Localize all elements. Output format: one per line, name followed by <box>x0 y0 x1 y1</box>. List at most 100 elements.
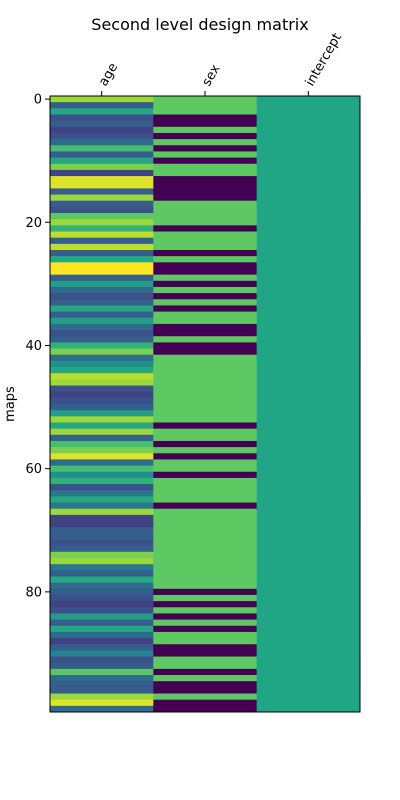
cell-intercept-62 <box>256 477 361 485</box>
cell-intercept-11 <box>256 163 361 171</box>
cell-age-99 <box>50 705 154 713</box>
cell-sex-59 <box>153 459 258 466</box>
cell-intercept-85 <box>256 619 361 627</box>
cell-age-65 <box>50 496 154 503</box>
cell-age-19 <box>50 213 154 220</box>
cell-age-24 <box>50 243 154 251</box>
cell-age-59 <box>50 459 154 466</box>
cell-age-53 <box>50 422 154 430</box>
cell-age-2 <box>50 108 154 115</box>
cell-intercept-0 <box>256 96 361 103</box>
cell-intercept-59 <box>256 459 361 466</box>
cell-intercept-48 <box>256 391 361 399</box>
cell-age-6 <box>50 132 154 140</box>
cell-sex-9 <box>153 151 258 158</box>
cell-intercept-51 <box>256 410 361 417</box>
cell-age-10 <box>50 157 154 165</box>
cell-intercept-99 <box>256 705 361 713</box>
cell-age-29 <box>50 274 154 282</box>
cell-sex-10 <box>153 157 258 165</box>
chart-title: Second level design matrix <box>91 15 308 34</box>
cell-intercept-65 <box>256 496 361 503</box>
cell-sex-50 <box>153 404 258 411</box>
cell-intercept-58 <box>256 453 361 460</box>
cell-age-31 <box>50 286 154 294</box>
cell-sex-20 <box>153 219 258 226</box>
cell-sex-91 <box>153 656 258 664</box>
cell-sex-47 <box>153 385 258 393</box>
cell-intercept-88 <box>256 638 361 645</box>
cell-intercept-9 <box>256 151 361 158</box>
cell-intercept-69 <box>256 521 361 528</box>
cell-sex-44 <box>153 367 258 374</box>
cell-sex-86 <box>153 625 258 633</box>
cell-sex-64 <box>153 490 258 497</box>
cell-sex-69 <box>153 521 258 528</box>
cell-intercept-75 <box>256 558 361 565</box>
cell-age-84 <box>50 613 154 620</box>
cell-age-39 <box>50 336 154 343</box>
cell-sex-87 <box>153 631 258 639</box>
cell-sex-38 <box>153 330 258 337</box>
cell-age-11 <box>50 163 154 171</box>
cell-sex-54 <box>153 428 258 436</box>
cell-intercept-43 <box>256 360 361 368</box>
cell-sex-99 <box>153 705 258 713</box>
cell-sex-74 <box>153 551 258 559</box>
cell-age-42 <box>50 354 154 362</box>
cell-age-93 <box>50 668 154 676</box>
cell-sex-40 <box>153 342 258 349</box>
cell-intercept-8 <box>256 145 361 152</box>
cell-sex-79 <box>153 582 258 590</box>
cell-intercept-5 <box>256 126 361 134</box>
cell-age-34 <box>50 305 154 312</box>
cell-age-86 <box>50 625 154 633</box>
cell-age-30 <box>50 280 154 288</box>
cell-intercept-82 <box>256 601 361 608</box>
cell-age-95 <box>50 681 154 688</box>
cell-intercept-79 <box>256 582 361 590</box>
cell-sex-89 <box>153 644 258 651</box>
cell-intercept-42 <box>256 354 361 362</box>
cell-intercept-52 <box>256 416 361 423</box>
cell-intercept-78 <box>256 576 361 584</box>
cell-intercept-47 <box>256 385 361 393</box>
cell-sex-23 <box>153 237 258 245</box>
cell-intercept-76 <box>256 564 361 571</box>
cell-sex-61 <box>153 471 258 479</box>
cell-age-36 <box>50 317 154 325</box>
cell-age-12 <box>50 169 154 177</box>
cell-intercept-70 <box>256 527 361 534</box>
cell-age-1 <box>50 102 154 109</box>
y-tick-label-20: 20 <box>25 216 42 231</box>
cell-age-22 <box>50 231 154 239</box>
cell-intercept-56 <box>256 440 361 448</box>
cell-sex-8 <box>153 145 258 152</box>
cell-age-60 <box>50 465 154 473</box>
cell-intercept-63 <box>256 484 361 491</box>
cell-intercept-28 <box>256 268 361 276</box>
cell-sex-73 <box>153 545 258 553</box>
cell-sex-49 <box>153 397 258 405</box>
cell-age-71 <box>50 533 154 540</box>
cell-age-66 <box>50 502 154 510</box>
cell-sex-43 <box>153 360 258 368</box>
cell-intercept-29 <box>256 274 361 282</box>
cell-age-62 <box>50 477 154 485</box>
cell-sex-55 <box>153 434 258 442</box>
cell-age-75 <box>50 558 154 565</box>
cell-age-96 <box>50 687 154 694</box>
cell-age-80 <box>50 588 154 596</box>
cell-age-20 <box>50 219 154 226</box>
cell-age-43 <box>50 360 154 368</box>
cell-sex-39 <box>153 336 258 343</box>
y-tick-label-40: 40 <box>25 339 42 354</box>
cell-intercept-83 <box>256 607 361 614</box>
cell-intercept-72 <box>256 539 361 547</box>
cell-age-81 <box>50 594 154 602</box>
cell-intercept-91 <box>256 656 361 664</box>
cell-intercept-73 <box>256 545 361 553</box>
cell-sex-34 <box>153 305 258 312</box>
cell-intercept-41 <box>256 348 361 356</box>
cell-sex-45 <box>153 373 258 380</box>
